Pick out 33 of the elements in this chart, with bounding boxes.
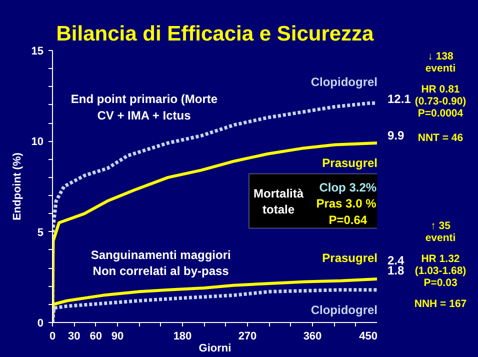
annotation: Pras 3.0 % (316, 196, 377, 211)
x-axis-title: Giorni (198, 342, 232, 354)
x-tick-label: 0 (49, 330, 56, 342)
y-tick-label: 15 (31, 46, 44, 58)
x-tick-label: 270 (238, 330, 257, 342)
text: NNT = 46 (418, 132, 464, 144)
y-tick-label: 10 (31, 136, 44, 148)
x-tick-label: 60 (90, 330, 102, 342)
series-label: Clopidogrel (310, 302, 378, 317)
series-label: Prasugrel (322, 251, 378, 266)
x-tick-label: 90 (111, 330, 124, 342)
text: ↓ 138 eventi (425, 50, 456, 74)
text: HR 0.81 (0.73-0.90) P=0.0004 (414, 84, 466, 120)
x-tick-label: 180 (173, 330, 192, 342)
text: ↑ 35 eventi (425, 220, 456, 244)
y-axis-title: Endpoint (%) (11, 152, 24, 220)
series-label: Clopidogrel (310, 75, 378, 90)
y-tick-label: 5 (37, 226, 44, 239)
data-label: 9.9 (388, 128, 405, 143)
x-tick-label: 30 (68, 330, 80, 342)
chart-title: Bilancia di Efficacia e Sicurezza (56, 22, 374, 46)
text: HR 1.32 (1.03-1.68) P=0.03 (414, 253, 466, 290)
x-tick-label: 450 (359, 330, 378, 342)
annotation: End point primario (Morte CV + IMA + Ictus (70, 92, 218, 122)
series-label: Prasugrel (322, 156, 378, 170)
annotation: Sanguinamenti maggiori Non correlati al by-pass (90, 248, 231, 278)
y-tick-label: 0 (37, 318, 44, 330)
annotation: Mortalità totale (254, 186, 304, 217)
annotation: Clop 3.2% (319, 180, 377, 194)
text: NNH = 167 (414, 298, 467, 310)
x-tick-label: 360 (303, 330, 322, 342)
data-label: 12.1 (388, 92, 412, 106)
annotation: P=0.64 (328, 213, 368, 228)
